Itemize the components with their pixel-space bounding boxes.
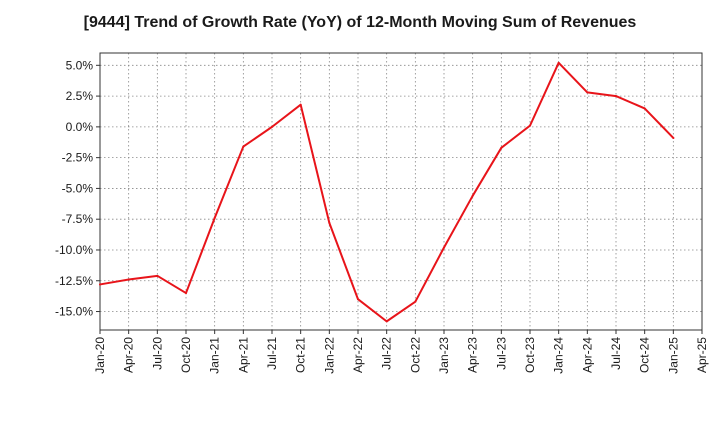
y-tick-label: -10.0% <box>55 243 93 257</box>
y-tick-label: 0.0% <box>66 120 94 134</box>
data-point <box>471 194 474 197</box>
x-tick-label: Jan-24 <box>552 337 566 374</box>
x-tick-label: Jan-22 <box>322 337 336 374</box>
x-tick-label: Oct-22 <box>408 337 422 373</box>
data-point <box>414 300 417 303</box>
data-point <box>586 91 589 94</box>
data-point <box>357 298 359 301</box>
data-point <box>299 103 302 106</box>
data-point <box>672 136 675 139</box>
x-tick-label: Oct-20 <box>179 337 193 373</box>
x-tick-label: Apr-24 <box>580 337 594 373</box>
x-tick-label: Jan-21 <box>208 337 222 374</box>
x-tick-label: Jan-25 <box>666 337 680 374</box>
x-tick-label: Oct-23 <box>523 337 537 373</box>
y-tick-label: 2.5% <box>66 89 94 103</box>
x-tick-label: Apr-22 <box>351 337 365 373</box>
data-point <box>529 124 531 127</box>
x-tick-label: Jul-23 <box>494 337 508 370</box>
x-tick-label: Jan-23 <box>437 337 451 374</box>
data-point <box>500 146 503 149</box>
x-tick-label: Oct-21 <box>294 337 308 373</box>
data-point <box>328 221 331 224</box>
y-tick-label: -5.0% <box>62 181 94 195</box>
data-point <box>185 292 187 295</box>
data-point <box>443 246 445 249</box>
x-tick-label: Apr-23 <box>466 337 480 373</box>
x-tick-label: Jul-22 <box>380 337 394 370</box>
data-point <box>643 107 646 110</box>
x-tick-label: Apr-20 <box>122 337 136 373</box>
x-tick-label: Apr-25 <box>695 337 709 373</box>
plot-border <box>99 52 703 331</box>
y-tick-label: -15.0% <box>55 305 93 319</box>
data-point <box>242 145 245 148</box>
data-point <box>213 216 216 219</box>
data-point <box>99 283 101 286</box>
chart-title: [9444] Trend of Growth Rate (YoY) of 12-… <box>83 14 637 31</box>
data-point <box>127 278 130 281</box>
data-point <box>557 61 560 64</box>
x-tick-label: Apr-21 <box>236 337 250 373</box>
data-point <box>271 125 273 128</box>
y-tick-label: 5.0% <box>66 58 94 72</box>
y-tick-label: -2.5% <box>62 151 94 165</box>
data-point <box>615 95 617 98</box>
data-point <box>156 274 159 277</box>
y-tick-label: -12.5% <box>55 274 93 288</box>
x-tick-label: Jul-24 <box>609 337 623 370</box>
data-point <box>385 320 388 323</box>
x-tick-label: Jul-21 <box>265 337 279 370</box>
x-tick-label: Oct-24 <box>638 337 652 373</box>
y-tick-label: -7.5% <box>62 212 94 226</box>
plot-area <box>100 53 702 330</box>
x-tick-label: Jan-20 <box>93 337 107 374</box>
x-tick-label: Jul-20 <box>150 337 164 370</box>
